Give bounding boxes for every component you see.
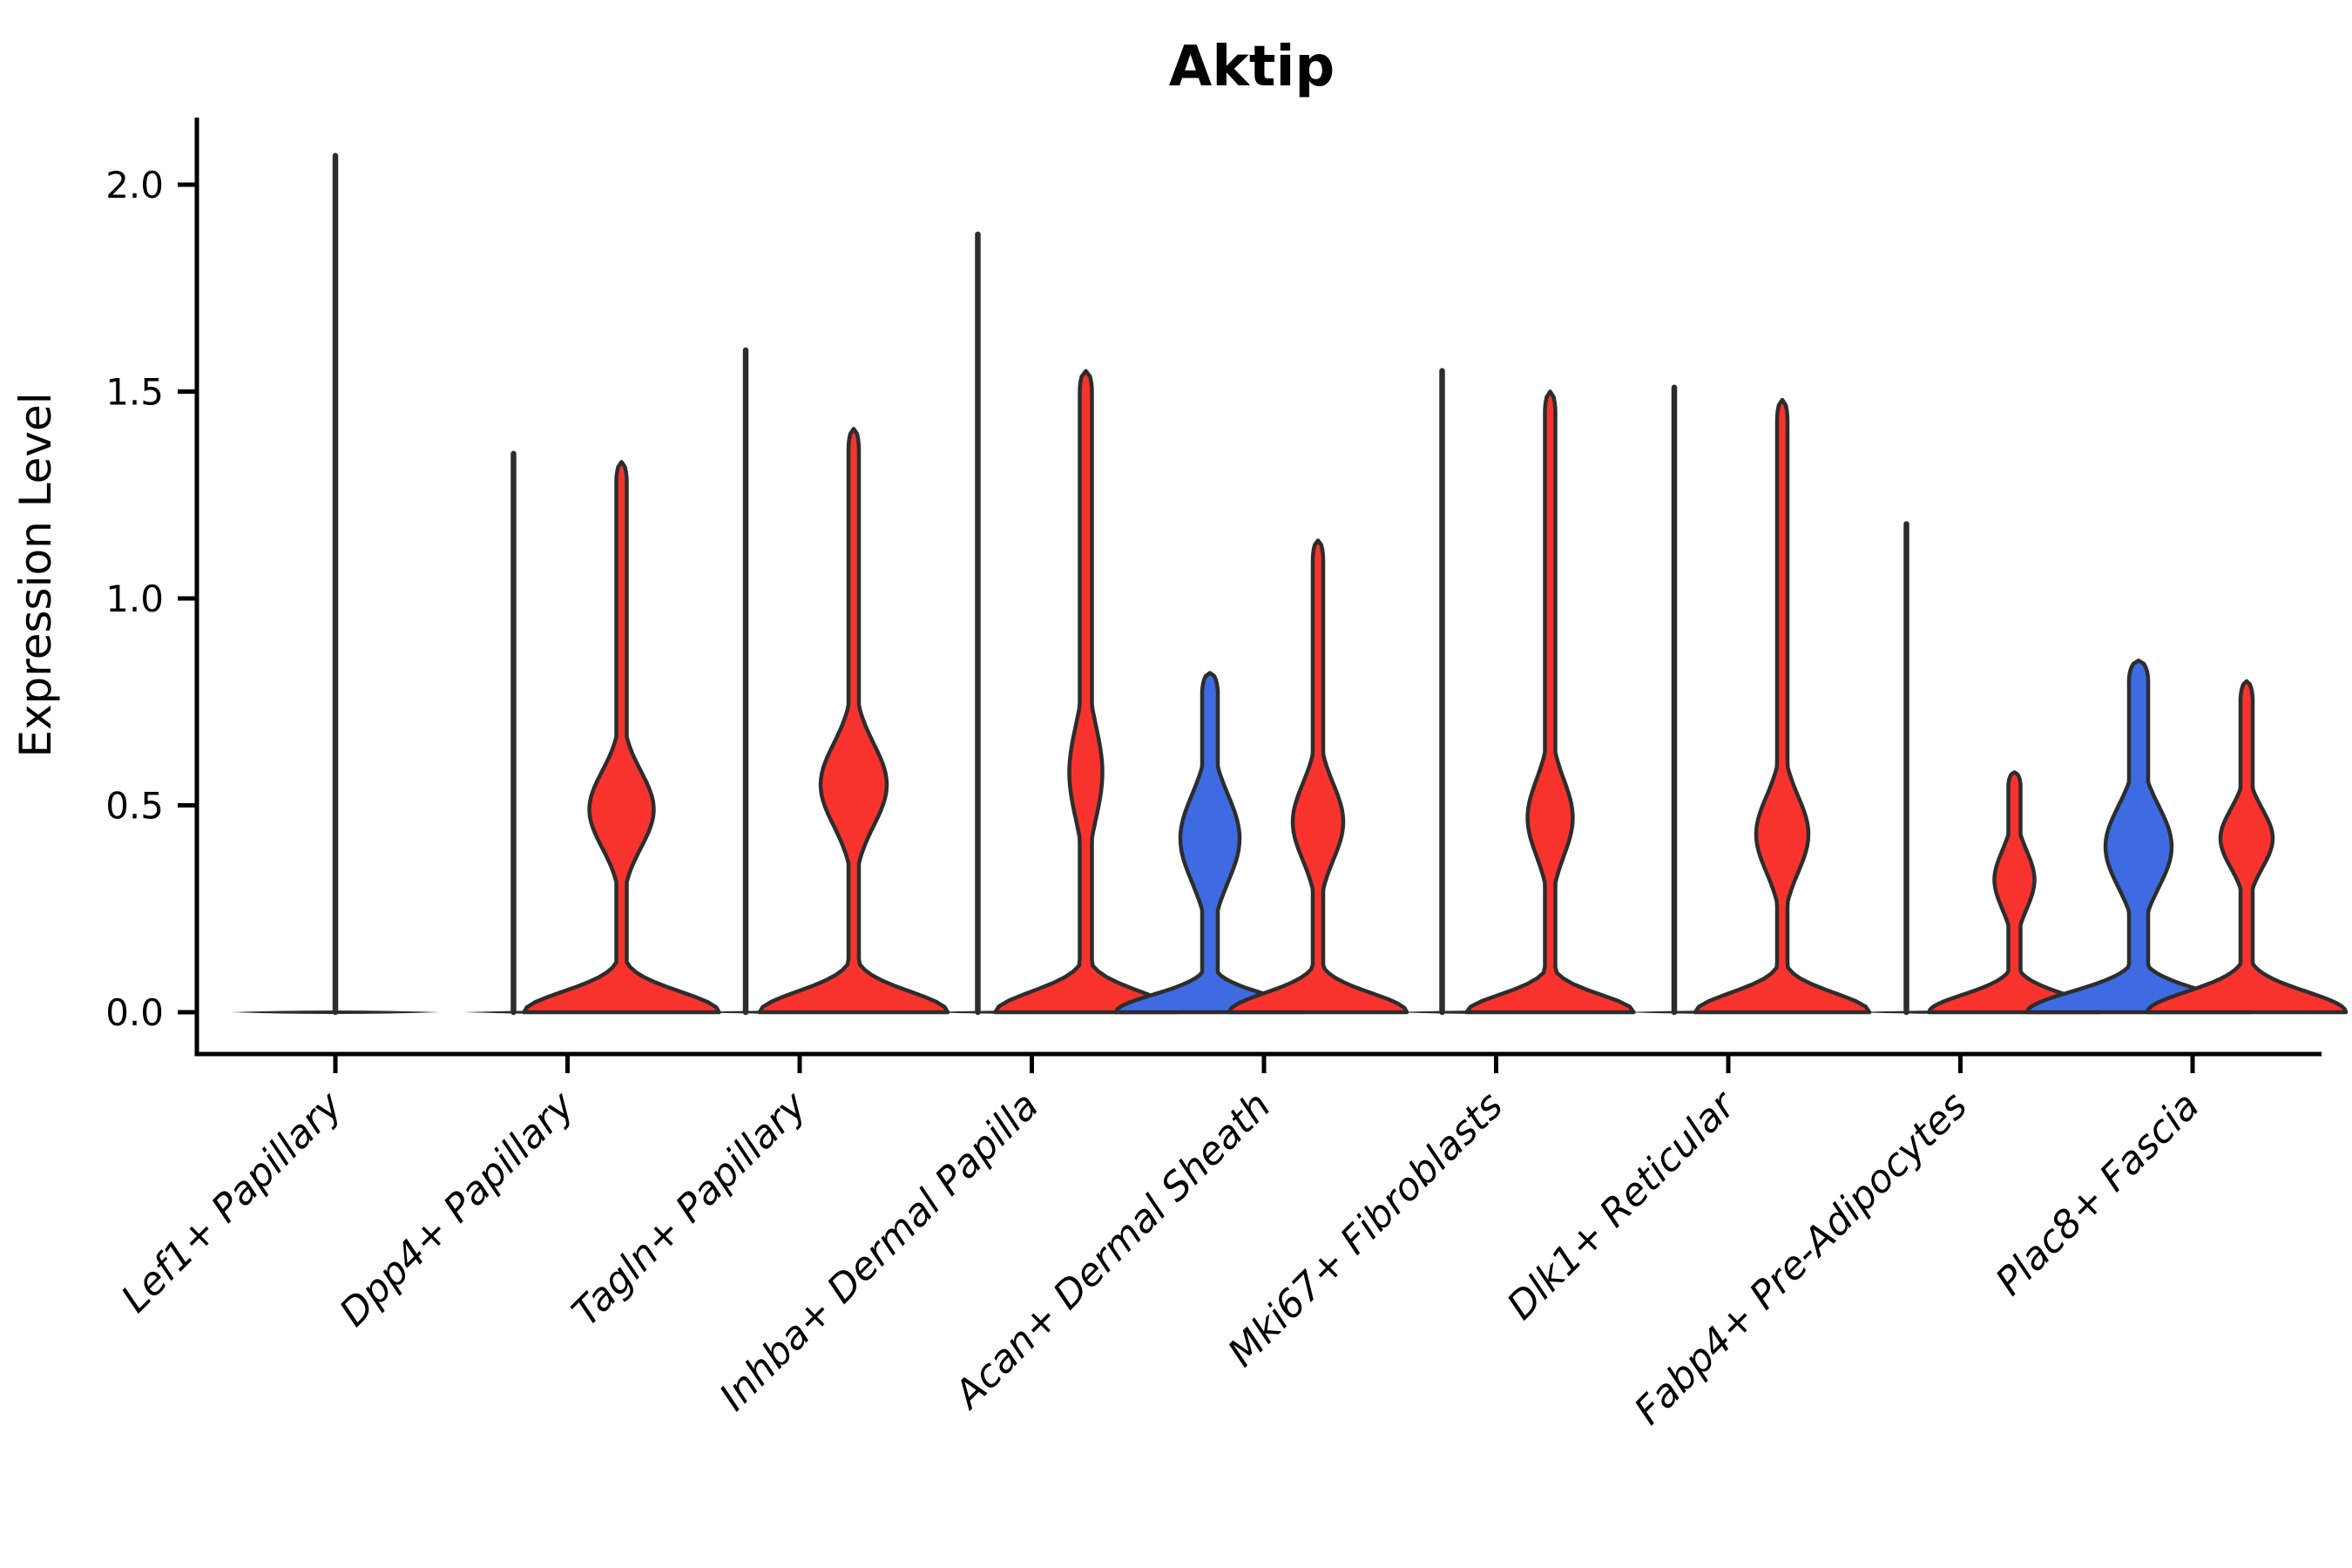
x-category-label: Dpp4+ Papillary	[331, 1083, 584, 1335]
y-tick-label: 0.5	[105, 785, 164, 828]
x-category-label: Dlk1+ Reticular	[1498, 1082, 1745, 1328]
y-tick-label: 2.0	[105, 164, 164, 206]
y-axis-label: Expression Level	[10, 392, 61, 757]
y-tick-label: 0.0	[105, 991, 164, 1034]
violin-red-Dlk1+ Reticular	[1693, 397, 1872, 1015]
y-tick-label: 1.5	[105, 371, 164, 414]
violin-red-Acan+ Dermal Sheath	[1227, 538, 1409, 1015]
violin-red-Plac8+ Fascia	[2145, 679, 2349, 1015]
violin-blue-Acan+ Dermal Sheath	[1113, 671, 1307, 1015]
chart-title: Aktip	[1169, 35, 1335, 99]
violin-red-Dpp4+ Papillary	[522, 460, 721, 1015]
violin-red-Tagln+ Papillary	[757, 427, 950, 1015]
x-category-label: Lef1+ Papillary	[113, 1083, 352, 1321]
violin-red-Mki67+ Fibroblasts	[1464, 389, 1636, 1015]
violin-blue-Plac8+ Fascia	[2024, 659, 2253, 1015]
y-tick-label: 1.0	[105, 578, 164, 620]
violin-red-Inhba+ Dermal Papilla	[993, 368, 1179, 1015]
violins-layer	[231, 152, 2349, 1016]
violin-red-Fabp4+ Pre-Adipocytes	[1927, 770, 2102, 1015]
x-category-label: Plac8+ Fascia	[1987, 1084, 2207, 1304]
x-category-label: Tagln+ Papillary	[564, 1083, 815, 1335]
